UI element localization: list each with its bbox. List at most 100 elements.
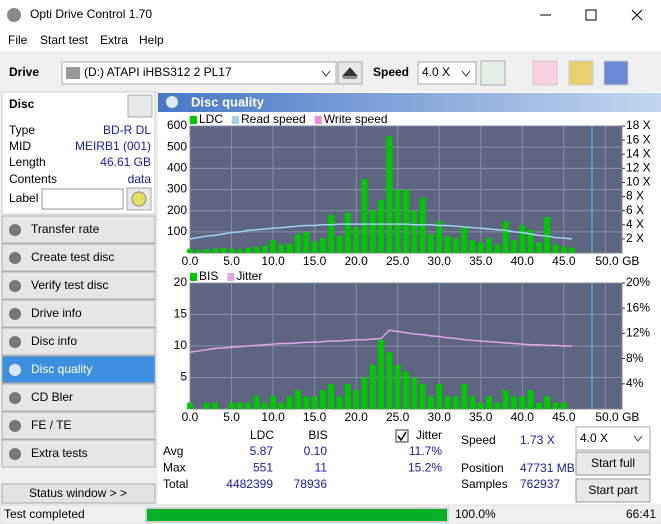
nav-button[interactable]	[1, 439, 156, 468]
y-tick-label: 10	[174, 338, 188, 352]
bar	[411, 377, 418, 409]
panel-icon	[166, 96, 178, 108]
nav-label: Create test disc	[31, 250, 114, 264]
stats-row-label: Avg	[163, 444, 183, 458]
menu-item[interactable]: Extra	[100, 33, 128, 47]
bar	[511, 240, 517, 253]
bar	[295, 390, 301, 409]
nav-button[interactable]	[1, 215, 156, 244]
bar	[511, 396, 517, 409]
dropdown-arrow	[461, 70, 471, 77]
nav-button[interactable]	[1, 299, 156, 328]
app-icon	[7, 8, 21, 22]
disc-refresh[interactable]	[127, 94, 153, 118]
bar	[428, 396, 434, 409]
stats-header: Jitter	[416, 428, 442, 442]
save-button[interactable]	[603, 60, 629, 86]
speed-value: 4.0 X	[422, 65, 450, 79]
legend-swatch	[314, 116, 322, 124]
y-tick-label: 5	[180, 370, 187, 384]
nav-label: Disc info	[31, 334, 77, 348]
button-label: Start part	[588, 483, 638, 497]
bar	[452, 238, 459, 253]
bar	[228, 248, 235, 253]
nav-button[interactable]	[1, 243, 156, 272]
bar	[344, 212, 351, 253]
bar	[236, 402, 243, 409]
bar	[195, 249, 202, 253]
x-tick-label: 15.0	[303, 254, 327, 268]
nav-button[interactable]	[1, 327, 156, 356]
bar	[270, 396, 276, 409]
nav-button[interactable]	[1, 411, 156, 440]
info-label: Samples	[461, 477, 508, 491]
erase-button[interactable]	[532, 60, 558, 86]
nav-button[interactable]	[1, 271, 156, 300]
bar	[444, 396, 451, 409]
close[interactable]	[631, 9, 643, 21]
bar	[361, 178, 368, 253]
stats-row-label: Max	[163, 461, 186, 475]
bar	[278, 402, 285, 409]
bar	[320, 238, 326, 253]
y2-tick-label: 10 X	[626, 175, 651, 189]
bar	[436, 221, 443, 253]
bar	[228, 402, 235, 409]
y2-tick-label: 8%	[626, 351, 644, 365]
settings-button[interactable]	[568, 60, 594, 86]
bar	[212, 248, 218, 253]
bar	[344, 383, 351, 409]
nav-button[interactable]	[1, 383, 156, 412]
nav: Transfer rate Create test disc Verify test…	[1, 215, 156, 468]
bar	[236, 249, 243, 253]
start-part-button[interactable]	[575, 478, 651, 503]
bar	[452, 396, 459, 409]
bar	[403, 189, 409, 253]
disc-value: data	[128, 172, 152, 186]
jitter-checkbox[interactable]	[395, 429, 409, 443]
stats-header: BIS	[308, 428, 327, 442]
speed-select[interactable]	[575, 426, 651, 451]
stats-header: LDC	[250, 428, 274, 442]
nav-label: Verify test disc	[31, 278, 108, 292]
menu-item[interactable]: Help	[139, 33, 164, 47]
bar	[502, 221, 509, 253]
x-tick-label: 10.0	[261, 410, 285, 424]
bar	[378, 339, 384, 409]
refresh-button[interactable]	[480, 60, 506, 86]
drive-select[interactable]	[61, 61, 337, 85]
start-full-button[interactable]	[575, 451, 651, 476]
label-input[interactable]	[41, 188, 124, 210]
y2-tick-label: 8 X	[626, 189, 644, 203]
bar	[486, 396, 492, 409]
x-tick-label: 35.0	[469, 410, 493, 424]
status-window-button[interactable]	[1, 483, 156, 504]
menu-item[interactable]: Start test	[40, 33, 89, 47]
speed-select[interactable]	[417, 61, 477, 85]
button-label: Start full	[591, 456, 635, 470]
nav-button[interactable]	[1, 355, 156, 384]
info-label: Speed	[461, 433, 496, 447]
nav-label: Drive info	[31, 306, 82, 320]
drive-value: (D:) ATAPI iHBS312 2 PL17	[84, 65, 232, 79]
legend-label: Jitter	[236, 269, 262, 283]
bar	[261, 402, 268, 409]
y2-tick-label: 4 X	[626, 217, 644, 231]
info-value: 47731 MB	[520, 461, 575, 475]
x-tick-label: 10.0	[261, 254, 285, 268]
bar	[245, 247, 252, 253]
bar	[428, 233, 434, 253]
nav-label: FE / TE	[31, 418, 71, 432]
stats-value: 4482399	[226, 477, 273, 491]
bar	[369, 210, 376, 253]
bar	[353, 390, 360, 409]
menu-item[interactable]: File	[8, 33, 28, 47]
legend-label: Read speed	[241, 112, 306, 126]
bar	[361, 377, 368, 409]
y2-tick-label: 4%	[626, 376, 644, 390]
maximize[interactable]	[585, 9, 597, 21]
x-tick-label: 0.0	[182, 410, 199, 424]
label-icon	[131, 191, 147, 207]
bar	[212, 402, 218, 409]
bar	[519, 225, 526, 253]
